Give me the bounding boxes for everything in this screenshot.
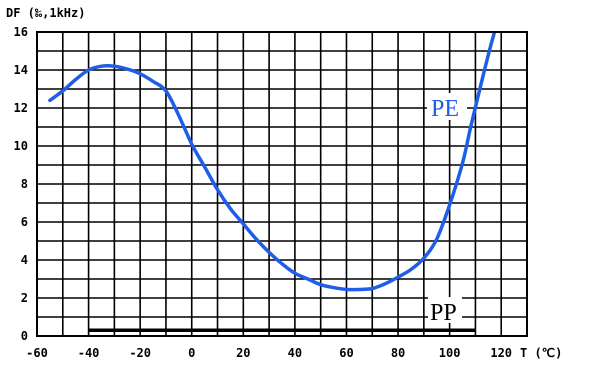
y-tick-label: 12 xyxy=(14,101,28,115)
series-pp-label-bg xyxy=(428,297,462,323)
x-tick-label: 0 xyxy=(188,346,195,360)
series-pe-line xyxy=(48,31,497,292)
x-tick-label: 80 xyxy=(391,346,405,360)
y-tick-label: 10 xyxy=(14,139,28,153)
x-tick-label: -40 xyxy=(78,346,100,360)
grid xyxy=(36,31,528,337)
series-pe-label-bg xyxy=(427,93,467,120)
y-tick-label: 6 xyxy=(21,215,28,229)
x-tick-label: 40 xyxy=(288,346,302,360)
x-tick-label: 20 xyxy=(236,346,250,360)
y-tick-label: 14 xyxy=(14,63,28,77)
y-axis-title: DF (‰,1kHz) xyxy=(6,6,85,20)
x-tick-label: -20 xyxy=(129,346,151,360)
x-tick-label: 60 xyxy=(339,346,353,360)
tick-labels: -60 -40 -20 0 20 40 60 80 100 120 0 2 4 6 8 10 12 14 16 xyxy=(14,25,513,360)
series-layer: PE PP xyxy=(48,31,497,333)
x-tick-label: 100 xyxy=(439,346,461,360)
y-tick-label: 16 xyxy=(14,25,28,39)
y-tick-label: 4 xyxy=(21,253,28,267)
plot-frame xyxy=(36,31,528,337)
series-pp-label: PP xyxy=(430,300,457,326)
series-pe-label: PE xyxy=(431,96,459,122)
x-axis-title: T (℃) xyxy=(520,346,562,360)
x-tick-label: 120 xyxy=(490,346,512,360)
x-tick-label: -60 xyxy=(26,346,48,360)
y-tick-label: 2 xyxy=(21,291,28,305)
y-tick-label: 8 xyxy=(21,177,28,191)
y-tick-label: 0 xyxy=(21,329,28,343)
